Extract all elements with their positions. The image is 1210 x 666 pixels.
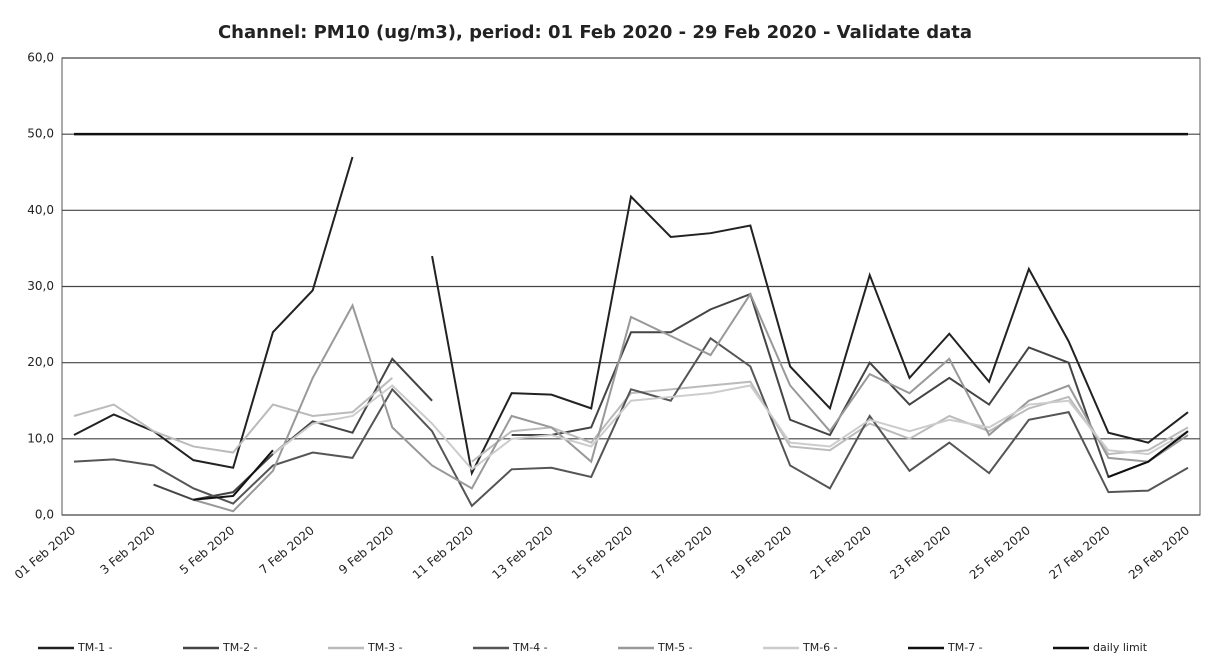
x-tick-label: 3 Feb 2020 (97, 523, 157, 577)
x-tick-label: 17 Feb 2020 (649, 523, 715, 582)
x-tick-label: 29 Feb 2020 (1126, 523, 1192, 582)
y-tick-label: 30,0 (27, 279, 54, 293)
y-tick-label: 60,0 (27, 51, 54, 65)
chart-title: Channel: PM10 (ug/m3), period: 01 Feb 20… (218, 22, 972, 43)
series-line (272, 384, 1189, 471)
legend-label: TM-2 - (222, 641, 258, 654)
y-tick-label: 0,0 (35, 508, 54, 522)
legend-label: TM-1 - (77, 641, 113, 654)
series-line (73, 336, 1189, 508)
legend-label: TM-7 - (947, 641, 983, 654)
legend-label: TM-4 - (512, 641, 548, 654)
x-tick-label: 27 Feb 2020 (1046, 523, 1112, 582)
y-tick-label: 20,0 (27, 355, 54, 369)
x-tick-label: 25 Feb 2020 (967, 523, 1033, 582)
y-tick-label: 10,0 (27, 431, 54, 445)
x-tick-label: 23 Feb 2020 (887, 523, 953, 582)
series-line (73, 377, 1189, 463)
series-line (193, 292, 1189, 513)
x-tick-label: 01 Feb 2020 (12, 523, 78, 582)
x-tick-label: 13 Feb 2020 (489, 523, 555, 582)
series-line (73, 156, 1189, 477)
x-tick-label: 5 Feb 2020 (177, 523, 237, 577)
y-tick-label: 40,0 (27, 203, 54, 217)
legend-label: TM-3 - (367, 641, 403, 654)
x-tick-label: 11 Feb 2020 (410, 523, 476, 582)
series-line (193, 430, 1189, 501)
x-tick-label: 15 Feb 2020 (569, 523, 635, 582)
x-tick-label: 21 Feb 2020 (808, 523, 874, 582)
legend-label: daily limit (1093, 641, 1148, 654)
x-tick-label: 19 Feb 2020 (728, 523, 794, 582)
y-tick-label: 50,0 (27, 127, 54, 141)
x-tick-label: 7 Feb 2020 (257, 523, 317, 577)
x-tick-label: 9 Feb 2020 (336, 523, 396, 577)
legend-label: TM-5 - (657, 641, 693, 654)
legend-label: TM-6 - (802, 641, 838, 654)
